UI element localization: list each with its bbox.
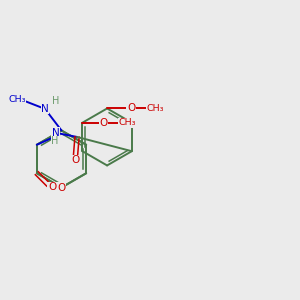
Text: H: H [52, 95, 59, 106]
Text: CH₃: CH₃ [146, 104, 164, 113]
Text: CH₃: CH₃ [119, 118, 136, 127]
Text: H: H [51, 136, 59, 146]
Text: O: O [99, 118, 107, 128]
Text: O: O [57, 182, 66, 193]
Text: CH₃: CH₃ [8, 95, 26, 104]
Text: O: O [127, 103, 135, 113]
Text: O: O [71, 155, 80, 165]
Text: O: O [48, 182, 56, 192]
Text: N: N [41, 104, 49, 114]
Text: N: N [52, 128, 59, 138]
